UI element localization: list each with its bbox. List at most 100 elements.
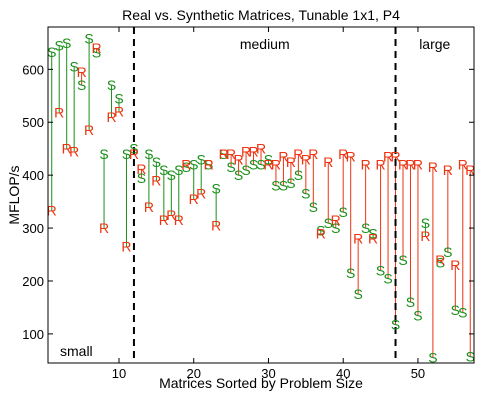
region-dividers <box>132 27 397 363</box>
synthetic-point: S <box>309 199 318 215</box>
real-point: R <box>106 109 116 125</box>
synthetic-point: S <box>301 186 310 202</box>
synthetic-point: S <box>346 265 355 281</box>
synthetic-marks: SSSSSSSSSSSSSSSSSSSSSSSSSSSSSSSSSSSSSSSS… <box>47 31 475 366</box>
chart-title: Real vs. Synthetic Matrices, Tunable 1x1… <box>122 7 400 23</box>
synthetic-point: S <box>84 31 93 47</box>
real-point: R <box>256 141 266 157</box>
synthetic-point: S <box>174 162 183 178</box>
real-point: R <box>196 186 206 202</box>
synthetic-point: S <box>339 204 348 220</box>
x-tick-label: 20 <box>187 366 201 381</box>
synthetic-point: S <box>137 170 146 186</box>
synthetic-point: S <box>413 307 422 323</box>
synthetic-point: S <box>436 254 445 270</box>
real-point: R <box>301 151 311 167</box>
real-point: R <box>443 162 453 178</box>
real-point: R <box>181 157 191 173</box>
real-point: R <box>346 149 356 165</box>
synthetic-point: S <box>249 157 258 173</box>
y-tick-label: 300 <box>22 221 44 236</box>
synthetic-point: S <box>47 44 56 60</box>
real-point: R <box>204 157 214 173</box>
real-point: R <box>77 64 87 80</box>
real-point: R <box>99 220 109 236</box>
real-point: R <box>54 105 64 121</box>
real-point: R <box>316 225 326 241</box>
synthetic-point: S <box>421 215 430 231</box>
real-point: R <box>353 231 363 247</box>
real-point: R <box>219 146 229 162</box>
synthetic-point: S <box>144 146 153 162</box>
synthetic-point: S <box>316 223 325 239</box>
real-point: R <box>69 143 79 159</box>
synthetic-point: S <box>159 162 168 178</box>
real-point: R <box>293 146 303 162</box>
real-point: R <box>278 149 288 165</box>
x-tick-label: 40 <box>336 366 350 381</box>
real-point: R <box>398 157 408 173</box>
synthetic-point: S <box>391 316 400 332</box>
real-point: R <box>428 159 438 175</box>
synthetic-point: S <box>189 157 198 173</box>
synthetic-point: S <box>129 141 138 157</box>
synthetic-point: S <box>279 178 288 194</box>
real-point: R <box>435 252 445 268</box>
real-point: R <box>129 146 139 162</box>
real-point: R <box>308 146 318 162</box>
synthetic-point: S <box>398 252 407 268</box>
y-tick-label: 100 <box>22 327 44 342</box>
real-point: R <box>241 143 251 159</box>
real-point: R <box>121 239 131 255</box>
y-tick-label: 500 <box>22 115 44 130</box>
synthetic-point: S <box>226 159 235 175</box>
region-labels: small medium large <box>60 36 451 359</box>
synthetic-point: S <box>211 180 220 196</box>
real-point: R <box>114 104 124 120</box>
synthetic-point: S <box>241 162 250 178</box>
synthetic-point: S <box>331 220 340 236</box>
x-tick-label: 50 <box>411 366 425 381</box>
real-point: R <box>84 122 94 138</box>
synthetic-point: S <box>451 302 460 318</box>
synthetic-point: S <box>62 35 71 51</box>
plot-frame <box>47 26 475 364</box>
synthetic-point: S <box>197 151 206 167</box>
synthetic-point: S <box>428 350 437 366</box>
x-axis-ticks: 10 20 30 40 50 <box>112 27 425 381</box>
synthetic-point: S <box>443 244 452 260</box>
synthetic-point: S <box>376 262 385 278</box>
synthetic-point: S <box>264 151 273 167</box>
y-axis-ticks: 100 200 300 400 500 600 <box>22 62 474 342</box>
synthetic-point: S <box>167 167 176 183</box>
synthetic-point: S <box>383 270 392 286</box>
real-point: R <box>361 157 371 173</box>
synthetic-point: S <box>466 349 475 365</box>
y-tick-label: 400 <box>22 168 44 183</box>
synthetic-point: S <box>324 215 333 231</box>
real-point: R <box>263 157 273 173</box>
synthetic-point: S <box>361 220 370 236</box>
real-point: R <box>92 40 102 56</box>
region-label-medium: medium <box>240 36 290 52</box>
real-point: R <box>144 199 154 215</box>
synthetic-point: S <box>406 294 415 310</box>
x-tick-label: 10 <box>112 366 126 381</box>
real-point: R <box>338 146 348 162</box>
x-axis-label: Matrices Sorted by Problem Size <box>159 375 363 391</box>
real-point: R <box>420 228 430 244</box>
synthetic-point: S <box>55 38 64 54</box>
synthetic-point: S <box>114 90 123 106</box>
real-point: R <box>151 172 161 188</box>
synthetic-point: S <box>234 167 243 183</box>
x-tick-label: 30 <box>261 366 275 381</box>
real-point: R <box>390 149 400 165</box>
pair-connectors <box>51 38 471 358</box>
real-point: R <box>234 151 244 167</box>
synthetic-point: S <box>256 157 265 173</box>
synthetic-point: S <box>152 154 161 170</box>
real-point: R <box>413 157 423 173</box>
real-point: R <box>166 207 176 223</box>
real-point: R <box>368 231 378 247</box>
